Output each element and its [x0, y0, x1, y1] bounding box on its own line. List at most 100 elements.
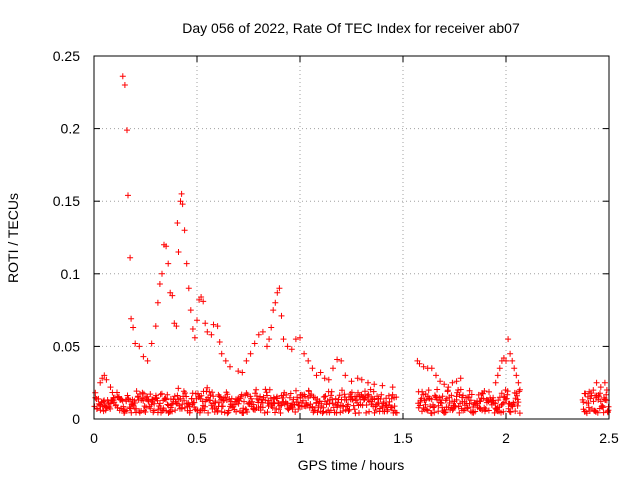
data-point [283, 391, 290, 398]
data-point [332, 395, 339, 402]
data-point [222, 357, 229, 364]
data-point [294, 394, 301, 401]
data-point [355, 389, 361, 396]
x-tick-label: 0.5 [187, 430, 207, 446]
data-point [423, 396, 430, 403]
data-point [441, 381, 448, 388]
data-point [205, 409, 212, 416]
data-point [248, 395, 255, 402]
data-point [151, 400, 158, 407]
data-point [472, 408, 479, 415]
data-point [385, 392, 392, 399]
data-point [594, 409, 601, 416]
data-point [202, 320, 209, 327]
data-point [449, 379, 456, 386]
data-point [218, 350, 225, 357]
data-point [202, 403, 209, 410]
data-point [123, 407, 130, 414]
data-point [214, 323, 221, 330]
data-point [268, 324, 275, 331]
data-point [185, 285, 192, 292]
data-point [165, 260, 172, 267]
data-point [325, 376, 332, 383]
data-point [214, 407, 221, 414]
data-point [430, 404, 437, 411]
data-point [464, 405, 471, 412]
data-point [224, 410, 231, 417]
data-point [297, 334, 303, 341]
data-point [140, 397, 147, 404]
data-point [222, 394, 229, 401]
data-point [601, 379, 608, 386]
data-point [435, 402, 442, 409]
data-point [475, 391, 482, 398]
data-point [420, 405, 427, 411]
data-point [142, 409, 149, 415]
data-point [144, 393, 151, 400]
data-point [313, 372, 320, 379]
data-point [228, 395, 235, 402]
data-point [321, 375, 328, 382]
data-point [597, 390, 603, 397]
data-point [172, 407, 179, 414]
data-point [585, 404, 592, 411]
data-point [253, 386, 260, 393]
data-point [168, 401, 175, 408]
data-point [491, 409, 498, 416]
data-point [380, 399, 387, 406]
x-tick-label: 2.5 [599, 430, 619, 446]
data-point [276, 285, 283, 292]
data-point [593, 379, 600, 386]
data-point [320, 408, 327, 415]
data-point [354, 375, 361, 382]
data-point [239, 369, 246, 376]
data-point [125, 192, 131, 199]
data-point [145, 397, 152, 404]
data-point [183, 260, 190, 267]
data-point [143, 404, 150, 411]
x-tick-label: 1 [296, 430, 304, 446]
data-point [353, 393, 360, 400]
data-point [147, 405, 154, 412]
data-point [119, 73, 126, 80]
data-point [422, 401, 429, 408]
data-point [302, 393, 308, 400]
data-point [200, 298, 207, 305]
data-point [453, 396, 460, 403]
data-point [393, 409, 400, 416]
data-point [201, 407, 208, 414]
data-point [453, 378, 460, 385]
data-point [287, 390, 294, 397]
data-point [259, 404, 266, 411]
data-point [441, 409, 448, 416]
data-point [512, 408, 519, 415]
data-point [378, 391, 385, 398]
data-point [272, 299, 279, 306]
data-point [372, 407, 379, 413]
data-point [198, 392, 205, 399]
data-point [187, 407, 194, 414]
data-point [386, 398, 393, 405]
data-point [163, 243, 170, 250]
data-point [417, 399, 424, 405]
y-tick-label: 0.05 [53, 338, 80, 354]
data-point [371, 381, 378, 388]
data-point [207, 397, 214, 404]
data-point [503, 357, 509, 364]
data-point [156, 281, 163, 287]
data-point [322, 393, 329, 400]
data-point [220, 397, 227, 404]
data-point [216, 399, 223, 406]
data-point [480, 395, 487, 402]
data-point [337, 409, 344, 416]
data-point [595, 393, 602, 400]
plot-frame [93, 55, 610, 420]
data-point [284, 343, 291, 350]
data-point [498, 390, 505, 397]
data-point [279, 395, 286, 401]
data-point [371, 409, 378, 416]
data-point [423, 406, 430, 413]
data-point [334, 356, 341, 363]
data-point [424, 407, 431, 414]
y-tick-label: 0.2 [61, 121, 81, 137]
